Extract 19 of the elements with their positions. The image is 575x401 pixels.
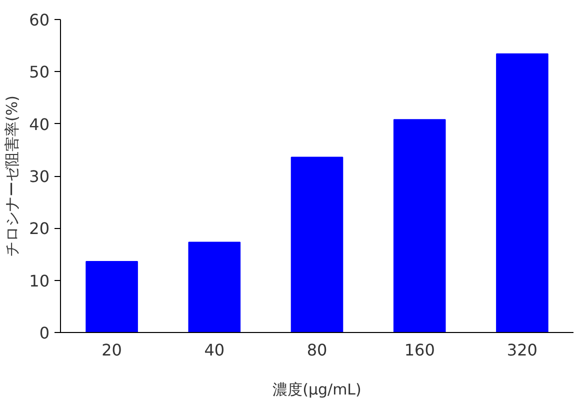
- y-tick-label: 20: [29, 219, 50, 238]
- y-tick-label: 0: [39, 324, 50, 342]
- bar: [290, 156, 344, 332]
- y-tick-label: 40: [29, 114, 50, 134]
- x-tick-label: 40: [204, 340, 225, 360]
- y-tick-label: 60: [29, 10, 50, 30]
- x-tick-label: 20: [102, 340, 122, 360]
- y-tick-label: 50: [29, 62, 50, 82]
- y-tick-label: 30: [29, 167, 50, 186]
- bar: [86, 261, 138, 332]
- bar: [393, 119, 446, 332]
- y-axis-title: チロシナーゼ阻害率(%): [3, 96, 22, 256]
- bar: [188, 242, 241, 332]
- y-tick-label: 10: [29, 271, 50, 290]
- x-axis-title: 濃度(μg/mL): [272, 380, 362, 398]
- x-tick-label: 160: [404, 340, 435, 360]
- bar: [496, 53, 548, 332]
- x-tick-label: 80: [306, 340, 328, 360]
- x-tick-label: 320: [506, 340, 538, 360]
